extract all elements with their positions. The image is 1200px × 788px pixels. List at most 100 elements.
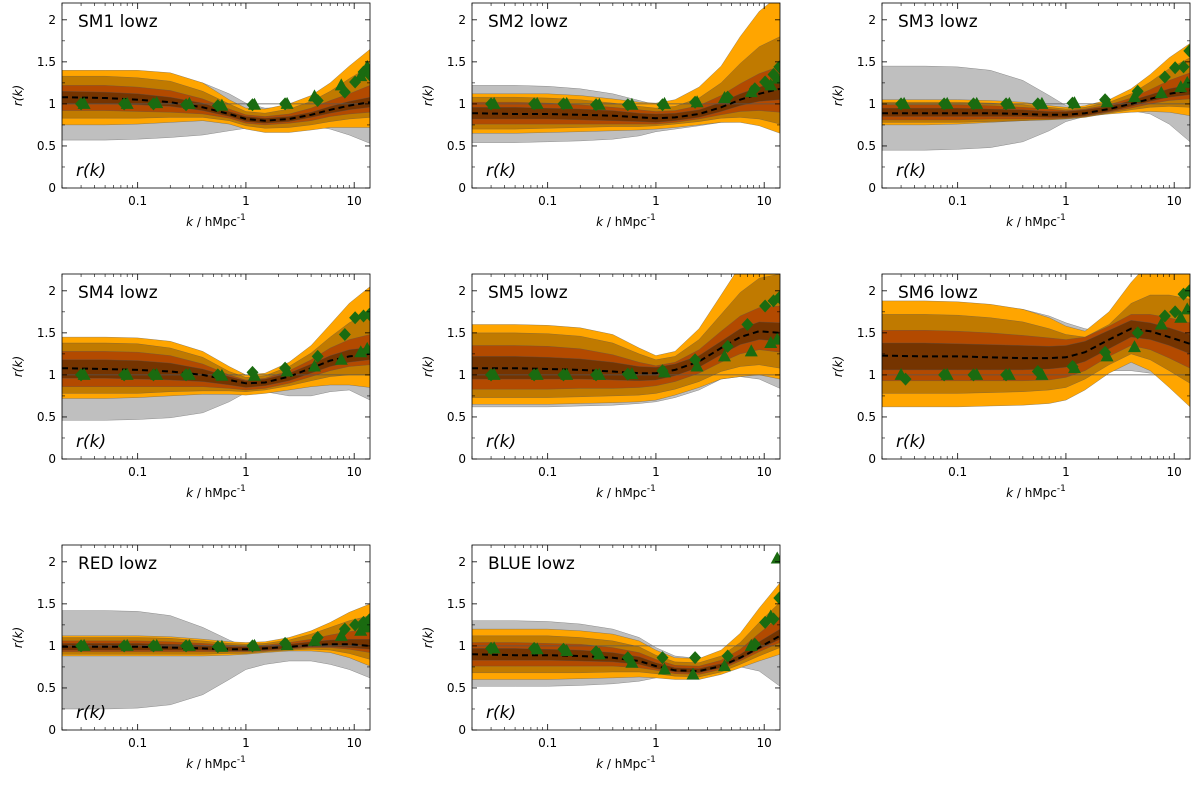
diamond-marker bbox=[1158, 70, 1171, 84]
triangle-marker bbox=[625, 655, 639, 668]
diamond-marker bbox=[363, 613, 370, 627]
panel-4: 0 0.5 1 1.5 2 0.1 1 10 SM4 lowz r(k) r(k) k / hMpc-… bbox=[11, 273, 371, 500]
diamond-marker bbox=[689, 651, 702, 665]
legend-label: r(k) bbox=[896, 432, 926, 452]
diamond-marker bbox=[485, 97, 498, 111]
y-tick-label: 0.5 bbox=[857, 410, 876, 424]
y-tick-label: 1 bbox=[458, 368, 466, 382]
diamond-marker bbox=[1066, 96, 1079, 110]
x-axis-label: k / hMpc-1 bbox=[1006, 484, 1066, 500]
diamond-marker bbox=[759, 75, 772, 89]
legend-label: r(k) bbox=[896, 161, 926, 181]
triangle-marker bbox=[1154, 85, 1168, 98]
plot-area bbox=[62, 48, 370, 144]
diamond-marker bbox=[741, 317, 754, 331]
plot-area bbox=[62, 603, 370, 710]
mean-line bbox=[62, 643, 370, 651]
panel-2: 0 0.5 1 1.5 2 0.1 1 10 SM2 lowz r(k) r(k) k / hMpc-… bbox=[421, 2, 781, 229]
y-tick-label: 0.5 bbox=[857, 139, 876, 153]
plot-frame bbox=[471, 2, 781, 189]
diamond-marker bbox=[75, 639, 88, 653]
diamond-marker bbox=[721, 339, 734, 353]
diamond-marker bbox=[1000, 368, 1013, 382]
triangle-marker bbox=[1128, 90, 1142, 103]
triangle-marker bbox=[360, 341, 370, 354]
x-axis-label-exponent: -1 bbox=[647, 213, 656, 223]
x-axis-label-exponent: -1 bbox=[237, 213, 246, 223]
y-tick-label: 1 bbox=[48, 97, 56, 111]
x-axis-label: k / hMpc-1 bbox=[596, 484, 656, 500]
diamond-marker bbox=[349, 618, 362, 632]
y-tick-label: 0.5 bbox=[37, 681, 56, 695]
y-tick-label: 1 bbox=[458, 97, 466, 111]
x-tick-label: 10 bbox=[347, 465, 362, 479]
mean-line bbox=[472, 634, 780, 673]
core-band bbox=[62, 346, 370, 388]
diamond-marker bbox=[349, 75, 362, 89]
triangle-marker bbox=[690, 359, 704, 372]
x-axis-label: k / hMpc-1 bbox=[596, 755, 656, 771]
triangle-marker bbox=[718, 659, 732, 672]
panel-title: SM2 lowz bbox=[488, 12, 568, 32]
y-tick-label: 1.5 bbox=[37, 597, 56, 611]
diamond-marker bbox=[75, 368, 88, 382]
y-tick-label: 0 bbox=[458, 723, 466, 737]
triangle-marker bbox=[1174, 310, 1188, 323]
diamond-marker bbox=[1169, 305, 1182, 319]
plot-frame bbox=[881, 273, 1191, 460]
legend-label: r(k) bbox=[486, 703, 516, 723]
x-axis-label-exponent: -1 bbox=[647, 755, 656, 765]
triangle-marker bbox=[770, 551, 780, 564]
y-tick-label: 2 bbox=[48, 13, 56, 27]
diamond-marker bbox=[147, 639, 160, 653]
diamond-marker bbox=[279, 636, 292, 650]
diamond-marker bbox=[557, 642, 570, 656]
diamond-marker bbox=[656, 98, 669, 112]
panel-3: 0 0.5 1 1.5 2 0.1 1 10 SM3 lowz r(k) r(k) k / hMpc-… bbox=[831, 2, 1191, 229]
x-axis-label: k / hMpc-1 bbox=[186, 755, 246, 771]
y-tick-label: 0.5 bbox=[37, 139, 56, 153]
y-tick-label: 0 bbox=[48, 181, 56, 195]
x-tick-label: 0.1 bbox=[538, 194, 557, 208]
plot-frame bbox=[61, 2, 371, 189]
triangle-marker bbox=[764, 78, 778, 91]
triangle-marker bbox=[1180, 75, 1190, 88]
grey-band bbox=[62, 610, 370, 710]
diamond-marker bbox=[211, 99, 224, 113]
y-tick-label: 1.5 bbox=[447, 597, 466, 611]
x-axis-label: k / hMpc-1 bbox=[186, 484, 246, 500]
y-tick-label: 1.5 bbox=[37, 55, 56, 69]
x-tick-label: 1 bbox=[652, 194, 660, 208]
panel-1: 0 0.5 1 1.5 2 0.1 1 10 SM1 lowz r(k) r(k) k / hMpc-… bbox=[11, 2, 371, 229]
y-tick-label: 2 bbox=[48, 555, 56, 569]
triangle-marker bbox=[334, 628, 348, 641]
y-tick-label: 1.5 bbox=[857, 326, 876, 340]
diamond-marker bbox=[689, 95, 702, 109]
y-tick-label: 2 bbox=[48, 284, 56, 298]
plot-frame bbox=[881, 2, 1191, 189]
diamond-marker bbox=[1131, 326, 1144, 340]
diamond-marker bbox=[938, 368, 951, 382]
y-tick-label: 1.5 bbox=[37, 326, 56, 340]
y-tick-label: 2 bbox=[868, 284, 876, 298]
diamond-marker bbox=[590, 98, 603, 112]
mean-line bbox=[472, 87, 780, 120]
diamond-marker bbox=[363, 307, 370, 321]
x-axis-label: k / hMpc-1 bbox=[186, 213, 246, 229]
diamond-marker bbox=[311, 94, 324, 108]
mean-line bbox=[882, 327, 1190, 360]
x-tick-label: 10 bbox=[1167, 465, 1182, 479]
mean-line bbox=[472, 330, 780, 375]
diamond-marker bbox=[967, 97, 980, 111]
panel-title: SM5 lowz bbox=[488, 283, 568, 303]
diamond-marker bbox=[773, 291, 780, 305]
y-axis-label: r(k) bbox=[421, 85, 435, 106]
diamond-marker bbox=[180, 368, 193, 382]
diamond-marker bbox=[338, 622, 351, 636]
x-tick-label: 1 bbox=[652, 465, 660, 479]
diamond-marker bbox=[621, 98, 634, 112]
diamond-marker bbox=[338, 85, 351, 99]
diamond-marker bbox=[211, 368, 224, 382]
diamond-marker bbox=[1031, 365, 1044, 379]
